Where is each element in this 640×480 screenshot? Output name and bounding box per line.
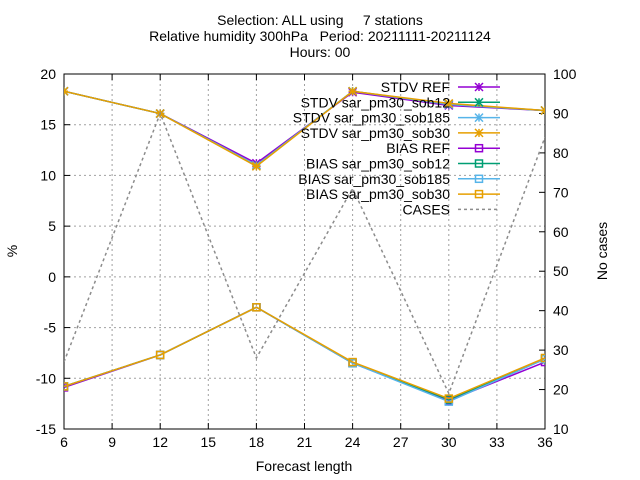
y2-tick-label: 30 <box>553 342 569 358</box>
y2-tick-label: 40 <box>553 303 569 319</box>
data-point-marker <box>444 98 454 108</box>
x-tick-label: 24 <box>345 434 361 450</box>
data-point-marker <box>474 97 484 107</box>
y2-tick-label: 10 <box>553 421 569 437</box>
data-point-marker <box>540 353 545 363</box>
axes: 6 9 12 15 18 21 24 27 30 33 36 -15 -10 -5 0 5 10 15 20 10 20… <box>36 66 577 450</box>
x-tick-label: 21 <box>297 434 313 450</box>
legend-label: BIAS REF <box>386 140 450 156</box>
y-tick-label: 0 <box>48 269 56 285</box>
legend-label: BIAS sar_pm30_sob30 <box>306 186 450 202</box>
legend-label: BIAS sar_pm30_sob185 <box>298 171 450 187</box>
x-tick-label: 15 <box>201 434 217 450</box>
y-tick-label: -15 <box>36 421 56 437</box>
data-point-marker <box>474 189 484 199</box>
data-point-marker <box>474 143 484 153</box>
x-tick-label: 36 <box>537 434 553 450</box>
legend-entry: BIAS REF <box>386 140 500 156</box>
title-line-3: Hours: 00 <box>289 44 351 60</box>
legend-label: CASES <box>403 201 450 217</box>
legend-entry: STDV sar_pm30_sob12 <box>301 94 500 110</box>
x-tick-label: 12 <box>152 434 168 450</box>
y-tick-label: 10 <box>40 167 56 183</box>
title-line-1: Selection: ALL using 7 stations <box>217 12 423 28</box>
y-tick-label: -10 <box>36 370 56 386</box>
gridlines <box>64 74 545 429</box>
series-7 <box>64 303 545 403</box>
series-8 <box>64 111 545 396</box>
legend-entry: BIAS sar_pm30_sob30 <box>306 186 500 202</box>
legend-entry: BIAS sar_pm30_sob12 <box>306 156 500 172</box>
legend-entry: BIAS sar_pm30_sob185 <box>298 171 500 187</box>
x-tick-label: 6 <box>60 434 68 450</box>
y2-tick-label: 80 <box>553 145 569 161</box>
data-point-marker <box>64 382 69 391</box>
data-point-marker <box>540 105 545 116</box>
data-point-marker <box>474 128 484 138</box>
y-tick-label: 20 <box>40 66 56 82</box>
legend-label: BIAS sar_pm30_sob12 <box>306 156 450 172</box>
y2-tick-label: 100 <box>553 66 577 82</box>
data-point-marker <box>348 357 357 367</box>
y2-axis-label: No cases <box>594 222 610 280</box>
series-line <box>64 306 545 402</box>
legend-label: STDV sar_pm30_sob12 <box>301 94 451 110</box>
data-point-marker <box>155 350 165 360</box>
legend-label: STDV REF <box>381 79 450 95</box>
data-point-marker <box>64 86 69 96</box>
series-3 <box>64 86 545 171</box>
y-tick-label: 15 <box>40 117 56 133</box>
legend-entry: STDV sar_pm30_sob185 <box>293 110 500 126</box>
x-tick-label: 27 <box>393 434 409 450</box>
data-point-marker <box>474 113 484 123</box>
legend-entry: STDV sar_pm30_sob30 <box>301 125 500 141</box>
data-point-marker <box>474 159 484 168</box>
series-layer <box>64 86 545 406</box>
data-point-marker <box>252 303 261 312</box>
x-axis-label: Forecast length <box>256 458 353 474</box>
legend-entry: CASES <box>403 201 500 217</box>
y-axis-label: % <box>4 245 20 257</box>
legend-entry: STDV REF <box>381 79 500 95</box>
x-tick-label: 18 <box>249 434 265 450</box>
y2-tick-label: 70 <box>553 184 569 200</box>
y2-tick-label: 20 <box>553 382 569 398</box>
data-point-marker <box>474 82 484 92</box>
series-line <box>64 306 545 400</box>
title-line-2: Relative humidity 300hPa Period: 2021111… <box>149 28 491 44</box>
data-point-marker <box>474 174 484 184</box>
y2-tick-label: 50 <box>553 263 569 279</box>
x-tick-label: 9 <box>108 434 116 450</box>
y-tick-label: -5 <box>44 320 57 336</box>
x-tick-label: 30 <box>441 434 457 450</box>
data-point-marker <box>348 86 358 96</box>
series-line <box>64 90 545 168</box>
y2-tick-label: 60 <box>553 224 569 240</box>
y2-tick-label: 90 <box>553 105 569 121</box>
x-tick-label: 33 <box>489 434 505 450</box>
series-line <box>64 111 545 396</box>
legend-label: STDV sar_pm30_sob185 <box>293 110 450 126</box>
legend-label: STDV sar_pm30_sob30 <box>301 125 451 141</box>
data-point-marker <box>251 161 261 171</box>
y-tick-label: 5 <box>48 218 56 234</box>
